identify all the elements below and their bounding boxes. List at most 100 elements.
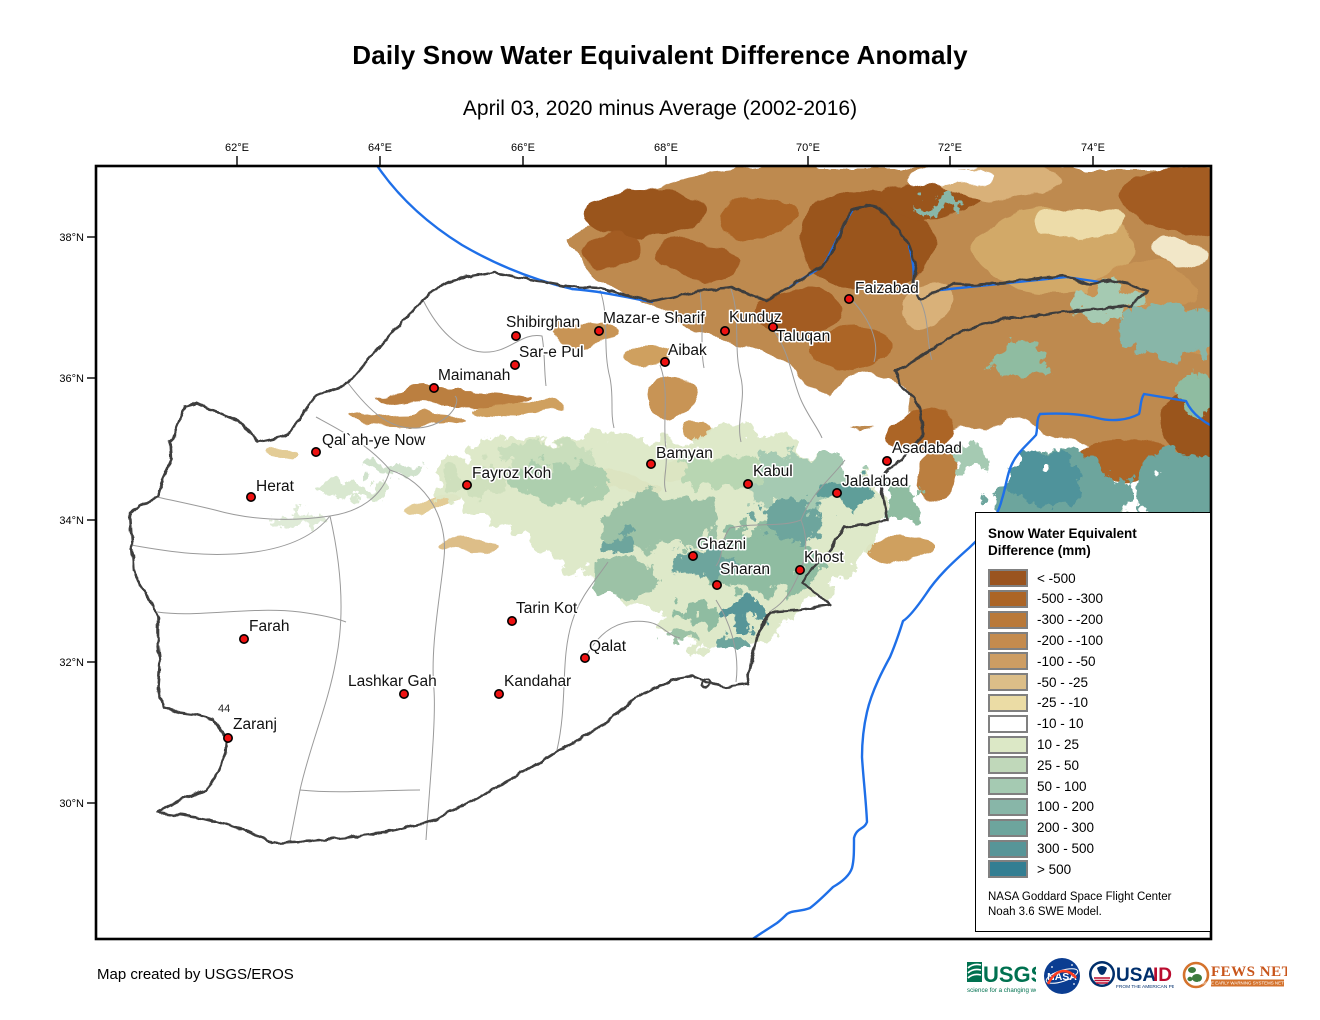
city-dot [767,321,778,332]
city-dot [659,356,670,367]
city-dot [398,688,409,699]
fews-globe-crescent [1203,965,1209,985]
city-dot [461,479,472,490]
axis-tick-label: 62°E [225,142,249,154]
legend-note-line1: NASA Goddard Space Flight Center [988,890,1172,903]
province-borders [130,288,933,842]
axis-left: 38°N 36°N 34°N 32°N 30°N [59,232,96,810]
city-dot [881,455,892,466]
legend-swatch [988,839,1028,858]
usaid-eagle [1097,966,1107,975]
nasa-star [1071,964,1073,966]
fews-tagline: FAMINE EARLY WARNING SYSTEMS NETWORK [1198,981,1287,986]
axis-tick-label: 38°N [59,232,84,244]
fews-net-logo: FEWS NET FAMINE EARLY WARNING SYSTEMS NE… [1182,961,1287,989]
map-credit: Map created by USGS/EROS [97,966,294,983]
legend-panel: Snow Water Equivalent Difference (mm) < … [975,512,1211,932]
fews-globe-land [1192,974,1202,982]
city-dot [711,579,722,590]
city-label: Qalat [589,638,627,655]
legend-row: -10 - 10 [988,713,1204,734]
nasa-logo: NASA [1044,958,1080,994]
legend-row: 50 - 100 [988,776,1204,797]
city-dot [579,652,590,663]
legend-row: -100 - -50 [988,651,1204,672]
city-label: Herat [256,478,295,495]
legend-swatch [988,860,1028,879]
city-dot [843,293,854,304]
legend-label: -100 - -50 [1037,653,1096,669]
fews-globe-land [1188,967,1196,973]
city-label: Qal`ah-ye Now [322,432,426,449]
legend-swatch [988,756,1028,775]
legend-row: -500 - -300 [988,589,1204,610]
city-label: Maimanah [438,367,510,384]
city-label: Zaranj [233,716,277,733]
terrain-layer [128,167,1211,939]
city-label: Mazar-e Sharif [603,310,705,327]
city-label: Ghazni [697,536,746,553]
axis-tick-label: 36°N [59,373,84,385]
fews-net-text: FEWS NET [1211,964,1287,980]
city-dot [645,458,656,469]
legend-label: 50 - 100 [1037,778,1087,794]
nasa-swoosh [1046,969,1078,985]
legend-label: -500 - -300 [1037,591,1104,607]
city-label: Sar-e Pul [519,344,584,361]
legend-row: > 500 [988,859,1204,880]
legend-swatch [988,714,1028,733]
city-dot [239,633,250,644]
legend-row: 10 - 25 [988,734,1204,755]
legend-label: 10 - 25 [1037,737,1080,753]
map-extra-label: 44 [218,703,230,715]
usaid-text-usa: USA [1116,965,1156,986]
legend-label: 300 - 500 [1037,841,1095,856]
axis-tick-label: 64°E [368,142,392,154]
legend-swatch [988,589,1028,608]
logo-strip: USGS science for a changing world NASA U… [966,952,1287,1000]
legend-label: > 500 [1037,861,1072,877]
usaid-text-id: ID [1153,965,1172,986]
city-label: Faizabad [855,280,919,297]
map-frame [94,164,1213,941]
legend-swatch [988,673,1028,692]
legend-note: NASA Goddard Space Flight Center Noah 3.… [988,890,1204,920]
city-label: Kunduz [729,309,782,326]
legend-title: Snow Water Equivalent Difference (mm) [988,526,1204,560]
indus-river [750,392,1211,939]
city-dot [506,615,517,626]
legend-swatch [988,818,1028,837]
usaid-stripes [1094,977,1110,984]
country-border [128,203,1149,845]
legend-swatch [988,652,1028,671]
legend-swatch [988,610,1028,629]
legend-row: 25 - 50 [988,755,1204,776]
city-dot [493,688,504,699]
city-label: Lashkar Gah [348,673,437,690]
axis-tick-label: 68°E [654,142,678,154]
city-dot [794,564,805,575]
usgs-wave-block [967,962,982,982]
legend-label: -300 - -200 [1037,612,1104,628]
city-dot [687,550,698,561]
cities: Shibirghan Mazar-e Sharif Kunduz Taluqan Sar… [217,279,963,743]
legend-rows: < -500 -500 - -300 -300 - -200 -200 - -100 -… [988,568,1204,880]
nasa-star [1051,966,1053,968]
city-label: Sharan [720,561,770,578]
city-label: Fayroz Koh [472,465,551,482]
legend-row: < -500 [988,568,1204,589]
axis-tick-label: 66°E [511,142,535,154]
city-dot [246,491,257,502]
city-dot [831,487,842,498]
legend-label: 25 - 50 [1037,757,1080,773]
city-label: Taluqan [776,328,830,345]
fews-tagline-bar [1211,979,1284,987]
city-dot [742,478,753,489]
legend-row: -25 - -10 [988,693,1204,714]
city-dot [593,325,604,336]
usaid-tagline: FROM THE AMERICAN PEOPLE [1116,984,1174,990]
city-dot [428,382,439,393]
city-dot [509,359,520,370]
axis-tick-label: 70°E [796,142,820,154]
